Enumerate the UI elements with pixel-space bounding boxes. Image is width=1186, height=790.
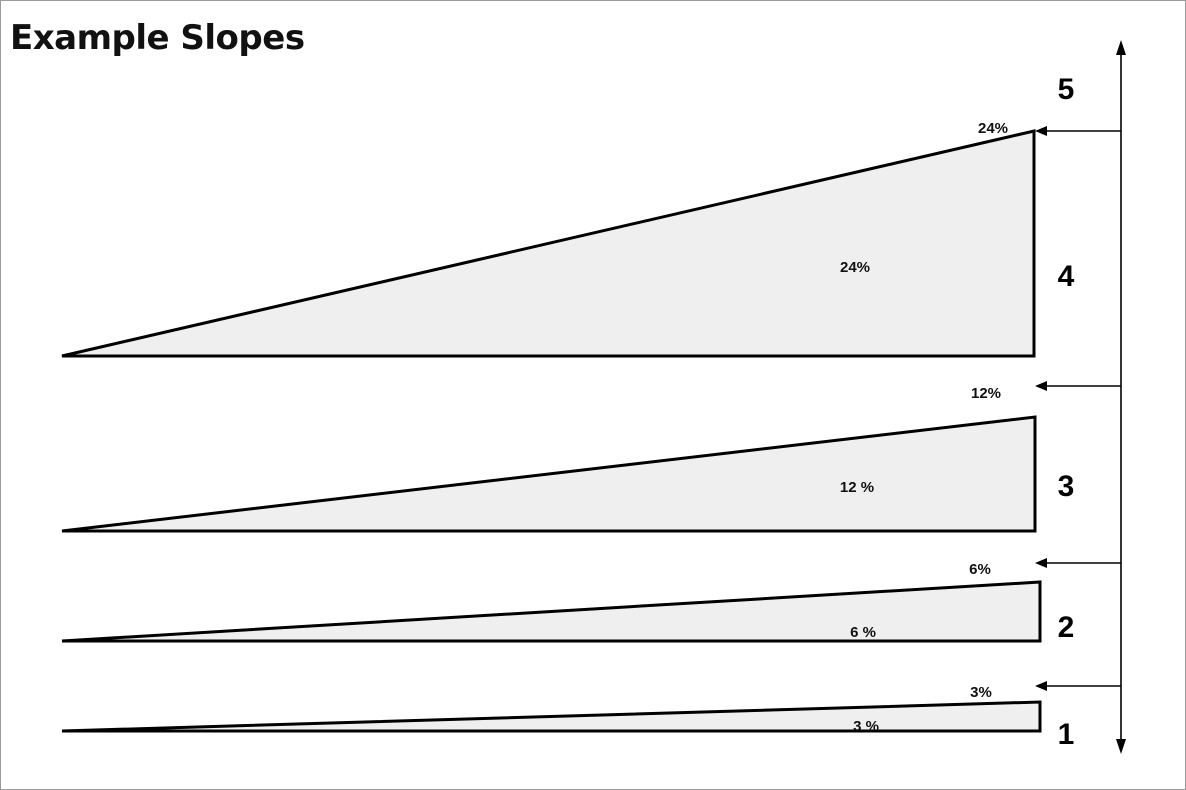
- level-label-2: 2: [1058, 611, 1075, 644]
- slope-edge-label-12: 12%: [971, 385, 1001, 402]
- level-label-4: 4: [1058, 260, 1075, 293]
- pointer-arrowhead-3: [1035, 681, 1047, 691]
- slope-wedge-24: [61, 129, 1036, 358]
- slope-inner-label-24: 24%: [840, 259, 870, 276]
- slope-edge-label-6: 6%: [969, 561, 991, 578]
- axis-arrowhead-up: [1116, 40, 1126, 55]
- level-label-3: 3: [1058, 470, 1075, 503]
- slope-inner-label-3: 3 %: [853, 718, 879, 735]
- level-label-1: 1: [1058, 718, 1075, 751]
- slope-inner-label-6: 6 %: [850, 624, 876, 641]
- slope-wedge-3: [61, 700, 1042, 733]
- slope-edge-label-3: 3%: [970, 684, 992, 701]
- pointer-arrowhead-24: [1035, 126, 1047, 136]
- level-label-5: 5: [1058, 73, 1075, 106]
- slope-edge-label-24: 24%: [978, 120, 1008, 137]
- pointer-arrowhead-6: [1035, 558, 1047, 568]
- axis-arrowhead-down: [1116, 739, 1126, 754]
- slope-wedge-12: [61, 415, 1037, 533]
- pointer-arrowhead-12: [1035, 381, 1047, 391]
- slope-wedge-6: [61, 580, 1042, 643]
- slope-inner-label-12: 12 %: [840, 479, 874, 496]
- diagram-title: Example Slopes: [10, 18, 305, 58]
